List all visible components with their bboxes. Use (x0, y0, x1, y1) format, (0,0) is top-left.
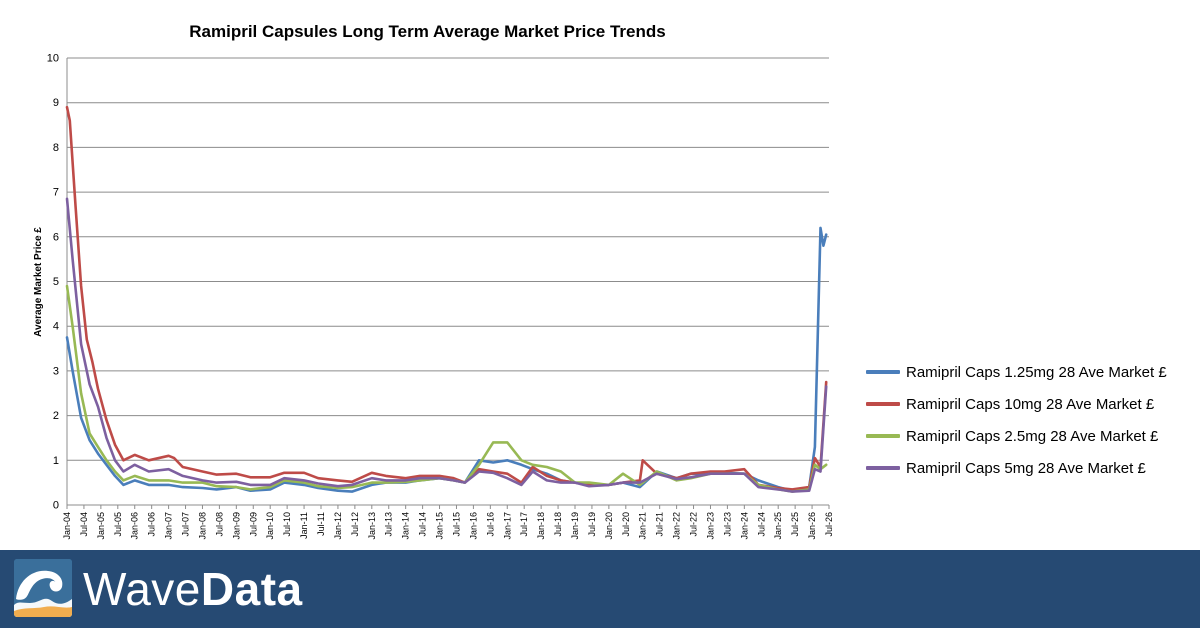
y-tick-label: 0 (53, 500, 59, 512)
x-tick-label: Jan-21 (638, 512, 648, 540)
legend-label-10mg: Ramipril Caps 10mg 28 Ave Market £ (906, 395, 1155, 413)
legend-swatch-2-5mg (866, 434, 900, 438)
y-tick-label: 4 (53, 321, 59, 333)
brand-light-text: Wave (83, 563, 201, 615)
x-tick-label: Jul-25 (790, 512, 800, 537)
x-tick-label: Jul-18 (553, 512, 563, 537)
x-tick-label: Jan-17 (502, 512, 512, 540)
x-tick-labels: Jan-04 Jul-04 Jan-05 Jul-05 Jan-06 Jul-06 Jan-… (62, 512, 834, 540)
y-tick-label: 6 (53, 231, 59, 243)
y-axis-label: Average Market Price £ (33, 227, 44, 337)
brand-bold-text: Data (200, 563, 303, 615)
x-tick-label: Jan-26 (807, 512, 817, 540)
x-tick-label: Jan-24 (739, 512, 749, 540)
x-tick-label: Jul-05 (113, 512, 123, 537)
x-tick-label: Jan-23 (705, 512, 715, 540)
x-tick-label: Jan-15 (435, 512, 445, 540)
y-tick-label: 9 (53, 97, 59, 109)
legend-label-1-25mg: Ramipril Caps 1.25mg 28 Ave Market £ (906, 363, 1167, 381)
x-tick-label: Jan-05 (96, 512, 106, 540)
x-tick-label: Jul-16 (485, 512, 495, 537)
legend-swatch-1-25mg (866, 370, 900, 374)
gridlines (67, 57, 829, 461)
y-tick-label: 8 (53, 142, 59, 154)
legend-item-10mg: Ramipril Caps 10mg 28 Ave Market £ (866, 388, 1167, 420)
x-tick-label: Jul-26 (824, 512, 834, 537)
y-tick-label: 2 (53, 410, 59, 422)
legend-item-2-5mg: Ramipril Caps 2.5mg 28 Ave Market £ (866, 420, 1167, 452)
x-tick-label: Jan-08 (197, 512, 207, 540)
series-line-0 (65, 226, 828, 493)
x-tick-label: Jul-11 (316, 512, 326, 536)
x-tick-label: Jan-10 (265, 512, 275, 540)
x-tick-label: Jul-17 (519, 512, 529, 537)
legend-swatch-5mg (866, 466, 900, 470)
x-tick-label: Jan-20 (604, 512, 614, 540)
y-tick-label: 1 (53, 455, 59, 467)
x-tick-label: Jan-18 (536, 512, 546, 540)
x-tick-label: Jul-23 (722, 512, 732, 537)
series-line-1 (65, 105, 828, 491)
x-tick-label: Jul-19 (587, 512, 597, 537)
x-tick-label: Jan-22 (672, 512, 682, 540)
x-tick-label: Jan-25 (773, 512, 783, 540)
x-tick-label: Jul-20 (621, 512, 631, 537)
x-tick-label: Jul-12 (350, 512, 360, 537)
x-tick-label: Jul-24 (756, 512, 766, 537)
y-tick-label: 7 (53, 187, 59, 199)
chart-title: Ramipril Capsules Long Term Average Mark… (189, 22, 666, 41)
footer-banner: WaveData (0, 550, 1200, 628)
x-tick-label: Jan-11 (299, 512, 309, 539)
y-tick-label: 10 (47, 53, 59, 65)
x-tick-label: Jan-19 (570, 512, 580, 540)
x-tick-label: Jul-08 (214, 512, 224, 537)
legend-label-5mg: Ramipril Caps 5mg 28 Ave Market £ (906, 459, 1146, 477)
x-tick-label: Jan-12 (333, 512, 343, 540)
x-tick-label: Jul-07 (181, 512, 191, 537)
x-tick-label: Jul-13 (384, 512, 394, 537)
x-tick-label: Jan-09 (231, 512, 241, 540)
legend-item-1-25mg: Ramipril Caps 1.25mg 28 Ave Market £ (866, 356, 1167, 388)
legend-item-5mg: Ramipril Caps 5mg 28 Ave Market £ (866, 452, 1167, 484)
x-tick-label: Jul-04 (79, 512, 89, 537)
brand-wordmark: WaveData (83, 562, 303, 616)
legend-swatch-10mg (866, 402, 900, 406)
x-tick-label: Jul-06 (147, 512, 157, 537)
x-tick-label: Jan-06 (130, 512, 140, 540)
legend: Ramipril Caps 1.25mg 28 Ave Market £ Ram… (866, 356, 1167, 484)
x-tick-label: Jul-21 (655, 512, 665, 537)
x-tick-label: Jan-14 (401, 512, 411, 540)
axes (66, 58, 830, 509)
x-tick-label: Jul-14 (418, 512, 428, 537)
wave-logo-icon (14, 559, 72, 617)
x-tick-label: Jan-04 (62, 512, 72, 540)
y-tick-labels: 0 1 2 3 4 5 6 7 8 9 10 (47, 53, 59, 512)
series-line-3 (65, 197, 828, 493)
x-tick-label: Jan-13 (367, 512, 377, 540)
x-tick-label: Jul-22 (689, 512, 699, 537)
x-tick-label: Jul-15 (451, 512, 461, 537)
x-tick-label: Jan-07 (164, 512, 174, 540)
y-tick-label: 5 (53, 276, 59, 288)
x-tick-label: Jan-16 (468, 512, 478, 540)
x-tick-label: Jul-10 (282, 512, 292, 537)
legend-label-2-5mg: Ramipril Caps 2.5mg 28 Ave Market £ (906, 427, 1159, 445)
y-tick-label: 3 (53, 365, 59, 377)
x-tick-label: Jul-09 (248, 512, 258, 537)
series-lines (65, 105, 828, 493)
